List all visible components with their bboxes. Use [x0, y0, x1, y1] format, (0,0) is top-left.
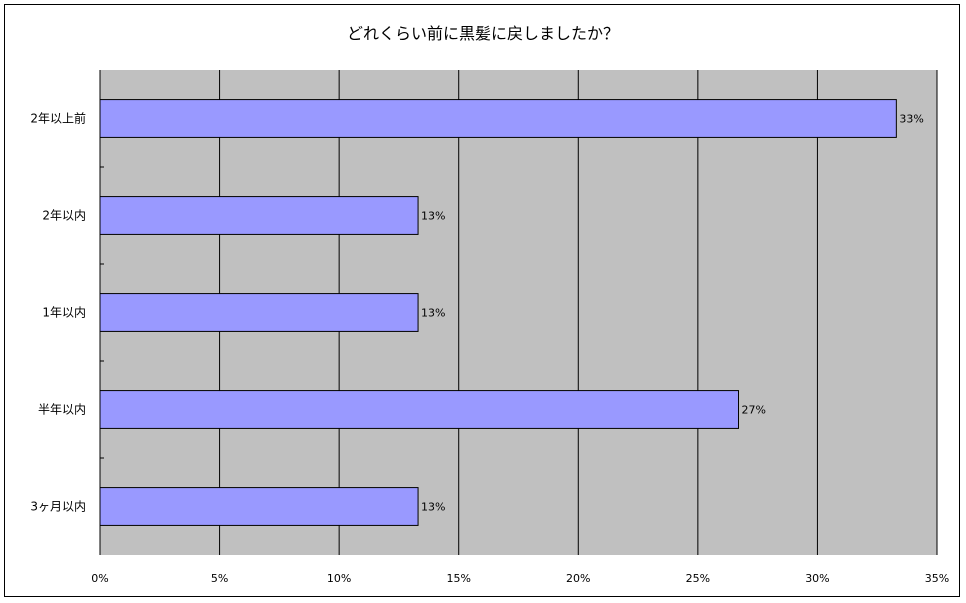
bar — [99, 293, 419, 332]
x-tick-label: 15% — [446, 572, 470, 585]
bar — [99, 99, 897, 138]
x-tick-label: 25% — [686, 572, 710, 585]
category-label: 3ヶ月以内 — [30, 500, 86, 514]
chart-title: どれくらい前に黒髪に戻しましたか？ — [346, 24, 619, 43]
category-label: 2年以上前 — [30, 111, 86, 126]
bar — [99, 196, 419, 235]
data-label: 33% — [899, 113, 923, 126]
bar — [99, 390, 740, 429]
data-label: 13% — [421, 210, 445, 223]
category-label: 半年以内 — [38, 403, 86, 417]
data-label: 13% — [421, 501, 445, 514]
x-tick-label: 35% — [925, 572, 949, 585]
category-label: 1年以内 — [42, 306, 86, 320]
data-label: 13% — [421, 307, 445, 320]
x-tick-label: 20% — [566, 572, 590, 585]
x-tick-label: 30% — [805, 572, 829, 585]
data-label: 27% — [742, 404, 766, 417]
x-tick-label: 5% — [211, 572, 228, 585]
x-tick-label: 10% — [327, 572, 351, 585]
bar — [99, 487, 419, 526]
category-label: 2年以内 — [42, 209, 86, 223]
x-tick-label: 0% — [91, 572, 108, 585]
